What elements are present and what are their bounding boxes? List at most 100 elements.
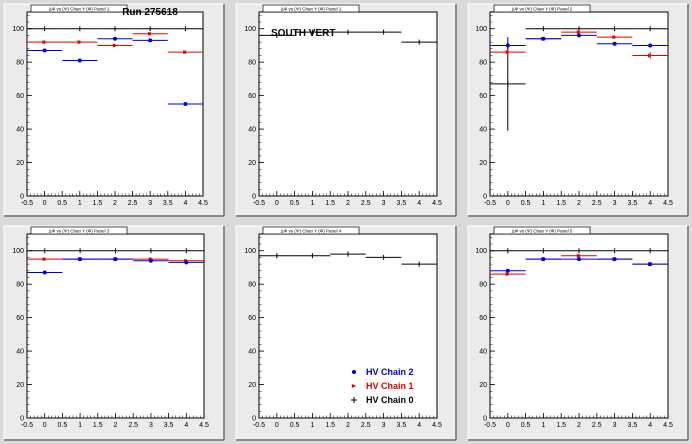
- chart-pad-1: ΔΦ vs (Ψ) Chan Y (Φ) Panel 1-0.5 0 0.5 1 1.5…: [3, 3, 225, 217]
- series-hv-chain-1: [27, 31, 203, 55]
- legend-entry: HV Chain 2: [366, 367, 414, 377]
- x-tick-label: 4: [183, 200, 187, 207]
- histogram-title: ΔΦ vs (Ψ) Chan Y (Φ) Panel 2: [512, 7, 573, 12]
- series-hv-chain-2: [27, 36, 203, 106]
- series-hv-chain-0: [259, 29, 437, 45]
- series-hv-chain-0: [490, 248, 668, 254]
- data-point-marker: [505, 50, 510, 55]
- y-tick-label: 0: [252, 416, 256, 423]
- data-point-marker: [42, 270, 47, 275]
- legend-marker: [352, 370, 356, 374]
- data-point-marker: [42, 48, 47, 53]
- plot-frame: [258, 11, 438, 197]
- y-tick-label: 100: [12, 248, 24, 255]
- legend-marker: [351, 384, 357, 388]
- data-point-marker: [541, 36, 546, 41]
- y-tick-label: 20: [16, 160, 24, 167]
- x-tick-label: 0: [275, 422, 279, 429]
- chart-pad-2: ΔΦ vs (Ψ) Chan Y (Φ) Panel 1-0.5 0 0.5 1 1.5…: [235, 3, 457, 217]
- data-point-marker: [577, 257, 581, 262]
- y-tick-label: 40: [479, 127, 487, 134]
- data-point-marker: [505, 268, 510, 273]
- data-point-marker: [505, 43, 510, 48]
- x-tick-label: 4: [417, 422, 421, 429]
- y-tick-label: 0: [252, 194, 256, 201]
- legend-entry: HV Chain 1: [366, 381, 414, 391]
- data-point-marker: [576, 30, 582, 35]
- x-tick-label: 3.5: [397, 422, 407, 429]
- histogram-title: ΔΦ vs (Ψ) Chan Y (Φ) Panel 4: [281, 229, 342, 234]
- series-hv-chain-2: [490, 33, 668, 49]
- histogram-title: ΔΦ vs (Ψ) Chan Y (Φ) Panel 1: [49, 7, 110, 12]
- x-tick-label: 3.5: [164, 422, 174, 429]
- histogram-title: ΔΦ vs (Ψ) Chan Y (Φ) Panel 5: [512, 229, 573, 234]
- detector-label: SOUTH VERT: [271, 28, 335, 39]
- x-tick-label: -0.5: [21, 200, 33, 207]
- x-tick-label: 1.5: [325, 200, 335, 207]
- x-tick-label: 1: [310, 200, 314, 207]
- x-tick-label: 3: [149, 422, 153, 429]
- data-point-marker: [648, 53, 653, 58]
- series-hv-chain-2: [490, 257, 668, 273]
- data-point-marker: [78, 257, 83, 262]
- x-tick-label: 2: [346, 200, 350, 207]
- x-tick-label: 1: [78, 422, 82, 429]
- histogram-title-box: [493, 226, 591, 235]
- x-tick-label: 0.5: [521, 422, 531, 429]
- x-tick-label: -0.5: [484, 200, 496, 207]
- x-tick-label: 4.5: [663, 422, 673, 429]
- x-tick-label: 2: [113, 200, 117, 207]
- data-point-marker: [648, 262, 653, 267]
- x-tick-label: 4: [648, 422, 652, 429]
- series-hv-chain-0: [259, 251, 437, 267]
- x-tick-label: 2: [346, 422, 350, 429]
- plot-frame: [489, 11, 669, 197]
- histogram-title-box: [262, 226, 360, 235]
- x-tick-label: 3: [613, 200, 617, 207]
- y-tick-label: 100: [475, 248, 487, 255]
- x-tick-label: 4: [184, 422, 188, 429]
- data-point-marker: [77, 58, 82, 63]
- x-tick-label: 3.5: [628, 200, 638, 207]
- y-tick-label: 40: [479, 349, 487, 356]
- x-tick-label: 2: [114, 422, 118, 429]
- y-tick-label: 40: [16, 349, 24, 356]
- y-tick-label: 0: [483, 194, 487, 201]
- x-tick-label: 3: [148, 200, 152, 207]
- data-point-marker: [576, 253, 582, 258]
- y-tick-label: 100: [244, 248, 256, 255]
- x-tick-label: 1: [541, 422, 545, 429]
- x-tick-label: -0.5: [21, 422, 33, 429]
- y-tick-label: 20: [248, 382, 256, 389]
- series-hv-chain-2: [27, 257, 204, 275]
- y-tick-label: 60: [479, 93, 487, 100]
- x-tick-label: 1.5: [93, 200, 103, 207]
- data-point-marker: [112, 43, 118, 48]
- run-label: Run 275618: [122, 7, 178, 18]
- y-tick-label: 20: [479, 382, 487, 389]
- x-tick-label: 3: [382, 200, 386, 207]
- y-tick-label: 0: [20, 194, 24, 201]
- y-tick-label: 40: [248, 127, 256, 134]
- x-tick-label: 4.5: [199, 422, 209, 429]
- histogram-title: ΔΦ vs (Ψ) Chan Y (Φ) Panel 3: [49, 229, 110, 234]
- x-tick-label: -0.5: [253, 422, 265, 429]
- x-tick-label: 2.5: [592, 422, 602, 429]
- y-tick-label: 40: [16, 127, 24, 134]
- x-tick-label: 0.5: [521, 200, 531, 207]
- series-hv-chain-0: [27, 26, 203, 32]
- data-point-marker: [148, 38, 153, 43]
- plot-frame: [489, 233, 669, 419]
- y-tick-label: 40: [248, 349, 256, 356]
- data-point-marker: [648, 43, 653, 48]
- x-tick-label: 2.5: [592, 200, 602, 207]
- chart-pad-4: ΔΦ vs (Ψ) Chan Y (Φ) Panel 3-0.5 0 0.5 1 1.5…: [3, 225, 225, 441]
- data-point-marker: [184, 260, 189, 265]
- x-tick-label: -0.5: [484, 422, 496, 429]
- histogram-title-box: [262, 4, 360, 13]
- chart-pad-6: ΔΦ vs (Ψ) Chan Y (Φ) Panel 5-0.5 0 0.5 1 1.5…: [467, 225, 689, 441]
- data-point-marker: [183, 50, 188, 55]
- x-tick-label: 1: [78, 200, 82, 207]
- x-tick-label: 2.5: [128, 422, 138, 429]
- x-tick-label: 0.5: [58, 422, 68, 429]
